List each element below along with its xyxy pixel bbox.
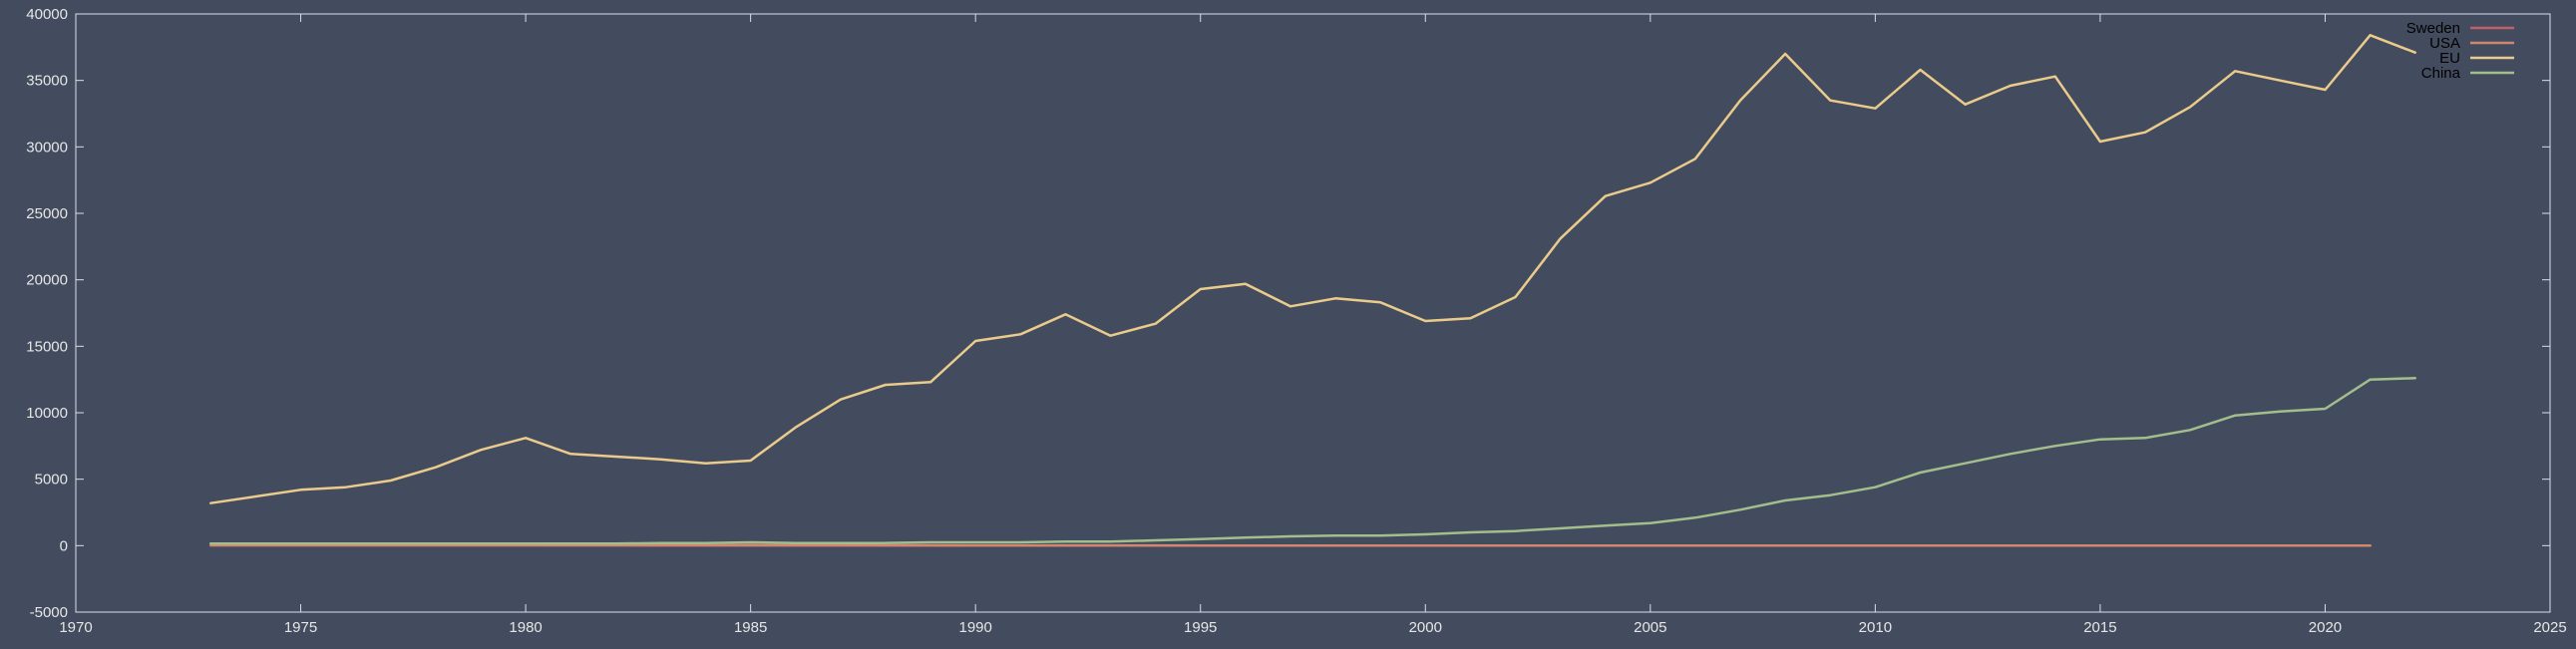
x-tick-label: 1990 bbox=[958, 619, 991, 636]
x-tick-label: 1980 bbox=[509, 619, 542, 636]
y-tick-label: 35000 bbox=[26, 73, 68, 90]
y-tick-label: 15000 bbox=[26, 338, 68, 355]
y-tick-label: 5000 bbox=[35, 472, 68, 488]
x-tick-label: 2025 bbox=[2533, 619, 2566, 636]
y-tick-label: 20000 bbox=[26, 272, 68, 289]
series-line-eu bbox=[209, 34, 2416, 504]
legend-label-usa: USA bbox=[2429, 35, 2460, 52]
legend-label-eu: EU bbox=[2439, 50, 2460, 67]
legend-label-sweden: Sweden bbox=[2406, 20, 2460, 37]
x-tick-label: 2010 bbox=[1859, 619, 1892, 636]
plot-frame bbox=[75, 13, 2551, 613]
y-tick-label: 25000 bbox=[26, 205, 68, 222]
x-tick-label: 2020 bbox=[2309, 619, 2342, 636]
y-tick-label: 0 bbox=[60, 537, 68, 554]
x-tick-label: 1970 bbox=[59, 619, 92, 636]
x-tick-label: 2005 bbox=[1634, 619, 1666, 636]
series-line-china bbox=[209, 377, 2416, 545]
series-line-usa bbox=[209, 543, 2372, 547]
x-tick-label: 2015 bbox=[2083, 619, 2116, 636]
x-tick-label: 2000 bbox=[1409, 619, 1442, 636]
y-tick-label: 40000 bbox=[26, 6, 68, 23]
legend-label-china: China bbox=[2421, 65, 2461, 82]
y-tick-label: 30000 bbox=[26, 139, 68, 156]
y-tick-label: -5000 bbox=[30, 604, 68, 621]
y-tick-label: 10000 bbox=[26, 405, 68, 422]
x-tick-label: 1995 bbox=[1184, 619, 1217, 636]
x-tick-label: 1975 bbox=[284, 619, 317, 636]
x-tick-label: 1985 bbox=[734, 619, 767, 636]
